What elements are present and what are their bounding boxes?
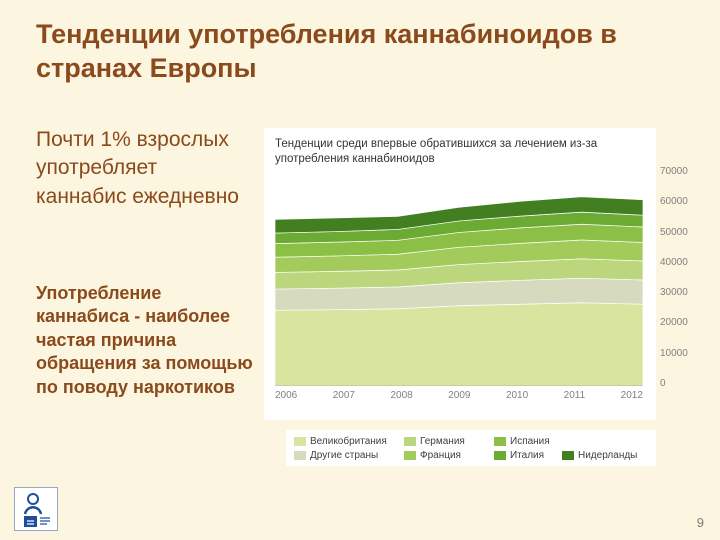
legend-swatch (404, 451, 416, 460)
y-tick-label: 0 (660, 377, 666, 389)
legend-swatch (404, 437, 416, 446)
x-axis-labels: 2006 2007 2008 2009 2010 2011 2012 (275, 390, 643, 401)
legend-label: Франция (420, 450, 461, 461)
legend-item: Франция (404, 450, 494, 461)
legend-item: Великобритания (294, 436, 404, 447)
x-tick-label: 2006 (275, 390, 298, 402)
legend-swatch (562, 451, 574, 460)
y-tick-label: 40000 (660, 256, 688, 268)
legend-label: Италия (510, 450, 545, 461)
legend-item: Испания (494, 436, 562, 447)
y-tick-label: 60000 (660, 196, 688, 208)
x-tick-label: 2008 (390, 390, 413, 402)
x-tick-label: 2012 (620, 390, 643, 402)
legend-label: Испания (510, 436, 550, 447)
chart-legend: Великобритания Германия Испания Другие стра… (286, 430, 656, 466)
x-tick-label: 2010 (505, 390, 529, 402)
legend-label: Нидерланды (578, 450, 638, 461)
organization-logo-emblem (23, 493, 50, 527)
y-tick-label: 30000 (660, 287, 688, 299)
lead-text: Почти 1% взрослых употребляет каннабис е… (36, 128, 239, 208)
x-tick-label: 2009 (448, 390, 471, 402)
stacked-area-chart (275, 196, 643, 387)
y-axis-labels: 70000 60000 50000 40000 30000 20000 10000 0 (660, 167, 704, 389)
area-series-Нидерланды (275, 196, 643, 234)
legend-item: Нидерланды (562, 450, 648, 461)
area-series-Великобритания (275, 302, 643, 387)
legend-label: Германия (420, 436, 465, 447)
chart-title: Тенденции среди впервые обратившихся за … (275, 138, 598, 166)
legend-swatch (294, 437, 306, 446)
x-tick-label: 2011 (563, 390, 586, 402)
secondary-text: Употребление каннабиса - наиболее частая… (36, 283, 253, 397)
y-tick-label: 70000 (660, 166, 688, 177)
legend-swatch (494, 451, 506, 460)
page-number: 9 (696, 515, 704, 530)
legend-swatch (494, 437, 506, 446)
legend-item: Германия (404, 436, 494, 447)
legend-swatch (294, 451, 306, 460)
y-tick-label: 50000 (660, 226, 688, 238)
y-tick-label: 20000 (660, 317, 688, 329)
legend-row: Великобритания Германия Испания (294, 436, 648, 447)
legend-label: Великобритания (310, 436, 387, 447)
legend-row: Другие страны Франция Италия Нидерланды (294, 450, 648, 461)
x-tick-label: 2007 (332, 390, 355, 402)
slide-title: Тенденции употребления каннабиноидов в с… (36, 19, 617, 83)
legend-item: Другие страны (294, 450, 404, 461)
legend-item: Италия (494, 450, 562, 461)
chart-panel: Тенденции среди впервые обратившихся за … (264, 128, 656, 420)
y-tick-label: 10000 (660, 347, 688, 359)
legend-label: Другие страны (310, 450, 379, 461)
organization-logo (14, 487, 58, 531)
